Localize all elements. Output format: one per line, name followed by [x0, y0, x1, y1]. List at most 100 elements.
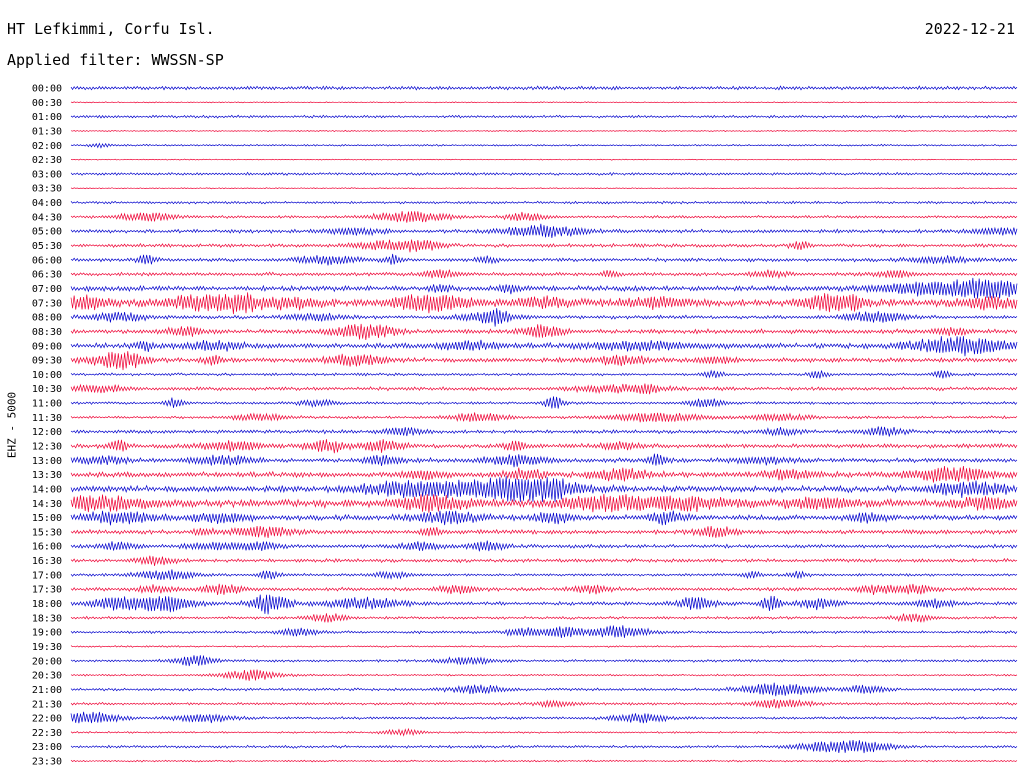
trace-line: [70, 555, 1018, 566]
time-tick-label: 14:00: [32, 484, 62, 495]
trace-line: [70, 740, 1018, 754]
trace-line: [70, 277, 1018, 299]
time-tick-label: 03:00: [32, 169, 62, 180]
time-tick-label: 04:00: [32, 198, 62, 209]
trace-line: [70, 351, 1018, 371]
trace-line: [70, 223, 1018, 239]
time-tick-label: 06:00: [32, 255, 62, 266]
time-tick-label: 15:00: [32, 513, 62, 524]
trace-line: [70, 465, 1018, 483]
time-tick-label: 08:00: [32, 313, 62, 324]
trace-line: [70, 239, 1018, 253]
time-tick-label: 19:30: [32, 642, 62, 653]
trace-layer: [70, 85, 1018, 763]
time-tick-label: 17:00: [32, 570, 62, 581]
trace-line: [70, 727, 1018, 737]
record-date: 2022-12-21: [924, 20, 1015, 38]
time-tick-label: 23:00: [32, 742, 62, 753]
time-tick-label: 22:30: [32, 728, 62, 739]
trace-line: [70, 323, 1018, 341]
time-tick-label: 00:00: [32, 84, 62, 95]
time-tick-label: 19:00: [32, 628, 62, 639]
trace-line: [70, 493, 1018, 513]
time-tick-label: 07:30: [32, 298, 62, 309]
time-tick-label: 01:00: [32, 112, 62, 123]
trace-line: [70, 292, 1018, 315]
trace-line: [70, 526, 1018, 538]
trace-line: [70, 426, 1018, 437]
trace-line: [70, 171, 1018, 177]
trace-line: [70, 476, 1018, 502]
time-tick-label: 17:30: [32, 585, 62, 596]
trace-line: [70, 645, 1018, 648]
trace-line: [70, 142, 1018, 149]
applied-filter-text: Applied filter: WWSSN-SP: [7, 51, 224, 69]
trace-line: [70, 114, 1018, 119]
time-tick-label: 09:00: [32, 341, 62, 352]
time-tick-label: 13:00: [32, 456, 62, 467]
trace-line: [70, 699, 1018, 709]
trace-line: [70, 540, 1018, 552]
trace-line: [70, 711, 1018, 724]
time-tick-label: 20:30: [32, 671, 62, 682]
trace-line: [70, 85, 1018, 91]
trace-line: [70, 655, 1018, 667]
time-tick-label: 02:00: [32, 141, 62, 152]
trace-line: [70, 759, 1018, 763]
trace-line: [70, 187, 1018, 190]
time-label-layer: 00:00 00:30 01:00 01:30 02:00 02:30 03:00 03:30…: [32, 84, 62, 768]
trace-line: [70, 269, 1018, 280]
trace-line: [70, 101, 1018, 104]
trace-line: [70, 613, 1018, 623]
time-tick-label: 06:30: [32, 270, 62, 281]
trace-line: [70, 308, 1018, 327]
trace-line: [70, 594, 1018, 615]
trace-line: [70, 625, 1018, 639]
trace-line: [70, 396, 1018, 409]
time-tick-label: 22:00: [32, 714, 62, 725]
time-tick-label: 12:30: [32, 442, 62, 453]
time-tick-label: 21:30: [32, 699, 62, 710]
time-tick-label: 16:30: [32, 556, 62, 567]
time-tick-label: 02:30: [32, 155, 62, 166]
time-tick-label: 20:00: [32, 656, 62, 667]
trace-line: [70, 510, 1018, 526]
trace-line: [70, 336, 1018, 357]
time-tick-label: 11:30: [32, 413, 62, 424]
time-tick-label: 11:00: [32, 399, 62, 410]
trace-line: [70, 412, 1018, 423]
time-tick-label: 13:30: [32, 470, 62, 481]
trace-line: [70, 253, 1018, 266]
time-tick-label: 15:30: [32, 527, 62, 538]
time-tick-label: 03:30: [32, 184, 62, 195]
trace-line: [70, 583, 1018, 595]
time-tick-label: 00:30: [32, 98, 62, 109]
time-tick-label: 21:00: [32, 685, 62, 696]
trace-line: [70, 569, 1018, 580]
trace-line: [70, 453, 1018, 468]
time-tick-label: 18:00: [32, 599, 62, 610]
time-tick-label: 10:00: [32, 370, 62, 381]
time-tick-label: 14:30: [32, 499, 62, 510]
trace-line: [70, 211, 1018, 223]
trace-line: [70, 439, 1018, 454]
time-tick-label: 01:30: [32, 126, 62, 137]
time-tick-label: 08:30: [32, 327, 62, 338]
station-title: HT Lefkimmi, Corfu Isl.: [7, 20, 215, 38]
time-tick-label: 05:30: [32, 241, 62, 252]
trace-line: [70, 682, 1018, 697]
time-tick-label: 16:00: [32, 542, 62, 553]
time-tick-label: 04:30: [32, 212, 62, 223]
time-tick-label: 07:00: [32, 284, 62, 295]
trace-line: [70, 158, 1018, 161]
trace-line: [70, 669, 1018, 681]
time-tick-label: 12:00: [32, 427, 62, 438]
trace-line: [70, 200, 1018, 205]
time-tick-label: 23:30: [32, 757, 62, 768]
trace-line: [70, 383, 1018, 395]
time-tick-label: 09:30: [32, 356, 62, 367]
time-tick-label: 05:00: [32, 227, 62, 238]
trace-line: [70, 369, 1018, 379]
time-tick-label: 10:30: [32, 384, 62, 395]
